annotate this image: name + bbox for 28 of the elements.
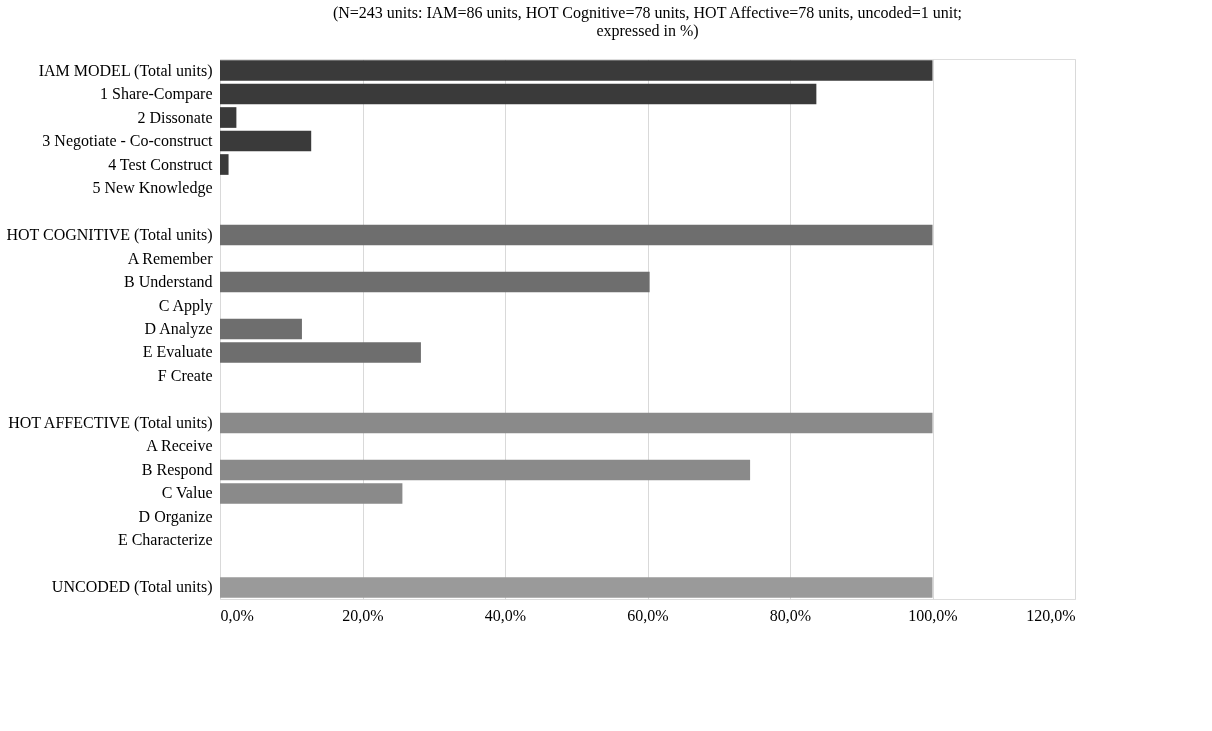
y-tick-label: B Understand bbox=[124, 273, 213, 290]
y-tick-label: 2 Dissonate bbox=[137, 108, 213, 126]
y-tick-label: A Remember bbox=[127, 249, 214, 267]
y-tick-label: F Create bbox=[157, 367, 213, 384]
x-tick-label: 60,0% bbox=[627, 606, 669, 624]
y-tick-label: D Analyze bbox=[144, 320, 213, 338]
y-tick-label: IAM MODEL (Total units) bbox=[38, 61, 213, 80]
y-tick-label: B Respond bbox=[141, 460, 213, 479]
x-tick-label: 40,0% bbox=[484, 606, 527, 624]
x-tick-label: 20,0% bbox=[342, 606, 384, 624]
y-tick-label: UNCODED (Total units) bbox=[51, 578, 213, 597]
y-tick-label: C Apply bbox=[158, 296, 213, 315]
y-tick-label: HOT AFFECTIVE (Total units) bbox=[8, 413, 213, 432]
x-tick-label: 100,0% bbox=[908, 606, 958, 624]
y-tick-label: HOT COGNITIVE (Total units) bbox=[6, 226, 213, 245]
y-tick-label: E Evaluate bbox=[142, 343, 213, 361]
y-tick-label: 4 Test Construct bbox=[108, 155, 214, 173]
y-tick-label: 5 New Knowledge bbox=[92, 179, 213, 198]
y-tick-label: A Receive bbox=[146, 437, 213, 455]
y-tick-label: 1 Share-Compare bbox=[100, 85, 213, 104]
x-tick-label: 120,0% bbox=[1026, 606, 1076, 624]
x-tick-label: 0,0% bbox=[220, 606, 254, 624]
y-tick-label: C Value bbox=[161, 484, 213, 502]
x-tick-label: 80,0% bbox=[769, 606, 812, 624]
y-tick-label: E Characterize bbox=[117, 531, 213, 549]
y-tick-label: 3 Negotiate - Co-construct bbox=[42, 132, 214, 151]
chart-title: (N=243 units: IAM=86 units, HOT Cognitive=78 units, HOT Affective=78 units, uncoded=1 unit; expressed in %) bbox=[332, 4, 963, 40]
y-tick-label: D Organize bbox=[138, 507, 213, 526]
